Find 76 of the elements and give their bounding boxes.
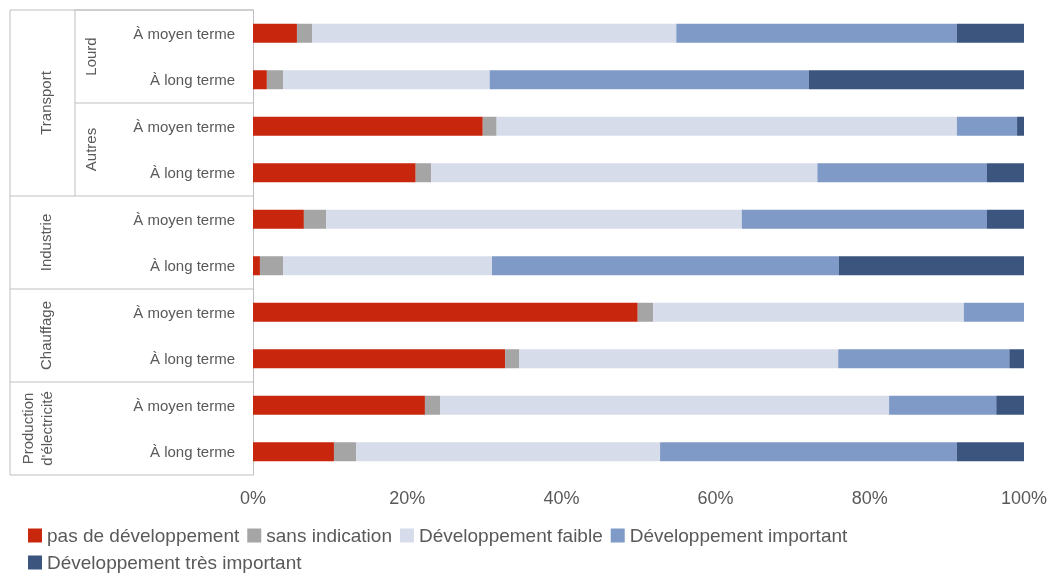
bar bbox=[326, 209, 742, 229]
bar bbox=[253, 395, 425, 415]
bar bbox=[312, 23, 677, 43]
bar bbox=[1009, 349, 1024, 369]
legend-label: Développement faible bbox=[418, 525, 603, 546]
bar bbox=[817, 163, 987, 183]
bar bbox=[333, 442, 357, 462]
bar bbox=[637, 302, 654, 322]
text: Autres bbox=[81, 127, 99, 172]
bar bbox=[415, 163, 432, 183]
y-tick-label: À moyen terme bbox=[133, 24, 235, 42]
bar bbox=[956, 23, 1024, 43]
bar bbox=[253, 209, 304, 229]
bar bbox=[253, 116, 483, 136]
x-tick-label: 40% bbox=[543, 488, 580, 508]
bar bbox=[660, 442, 957, 462]
bar bbox=[283, 256, 493, 276]
text: Production d'électricité bbox=[19, 391, 55, 466]
text: Chauffage bbox=[36, 301, 54, 370]
text: Lourd bbox=[81, 37, 99, 76]
y-tick-label: À long terme bbox=[149, 443, 235, 461]
y-tick-label: À moyen terme bbox=[133, 396, 235, 414]
x-tick-label: 0% bbox=[239, 488, 267, 508]
bar bbox=[253, 163, 416, 183]
bar bbox=[253, 349, 506, 369]
bar bbox=[808, 70, 1024, 90]
bar bbox=[496, 116, 957, 136]
bar bbox=[519, 349, 839, 369]
y-tick-label: À long terme bbox=[149, 164, 235, 182]
bar bbox=[963, 302, 1024, 322]
bar bbox=[296, 23, 313, 43]
bar bbox=[253, 70, 267, 90]
bar bbox=[253, 442, 334, 462]
bar bbox=[489, 70, 809, 90]
bar bbox=[986, 163, 1024, 183]
bar bbox=[492, 256, 839, 276]
bar bbox=[253, 256, 260, 276]
y-tick-label: À moyen terme bbox=[133, 303, 235, 321]
legend-label: Développement important bbox=[629, 525, 849, 546]
bar bbox=[889, 395, 997, 415]
legend-label: pas de développement bbox=[47, 525, 240, 546]
bar bbox=[303, 209, 327, 229]
y-tick-label: À long terme bbox=[149, 350, 235, 368]
legend-label: Développement très important bbox=[47, 552, 303, 573]
bar bbox=[996, 395, 1024, 415]
y-tick-label: À long terme bbox=[149, 71, 235, 89]
x-tick-label: 80% bbox=[851, 488, 888, 508]
bar bbox=[741, 209, 987, 229]
bar bbox=[253, 23, 297, 43]
bar bbox=[956, 442, 1024, 462]
bar bbox=[653, 302, 964, 322]
text: Transport bbox=[36, 70, 54, 135]
x-tick-label: 100% bbox=[1000, 488, 1048, 508]
bar bbox=[283, 70, 490, 90]
bar bbox=[356, 442, 661, 462]
bar bbox=[424, 395, 441, 415]
bar bbox=[676, 23, 957, 43]
bar bbox=[431, 163, 818, 183]
bar bbox=[505, 349, 519, 369]
bar bbox=[956, 116, 1018, 136]
y-tick-label: À moyen terme bbox=[133, 117, 235, 135]
y-tick-label: À moyen terme bbox=[133, 210, 235, 228]
bar bbox=[1017, 116, 1024, 136]
x-tick-label: 60% bbox=[697, 488, 734, 508]
bar bbox=[259, 256, 284, 276]
x-tick-label: 20% bbox=[389, 488, 426, 508]
bar bbox=[986, 209, 1024, 229]
bar bbox=[266, 70, 284, 90]
legend-label: sans indication bbox=[266, 525, 392, 546]
bar bbox=[838, 349, 1010, 369]
bar bbox=[482, 116, 497, 136]
bar bbox=[253, 302, 638, 322]
bar bbox=[440, 395, 890, 415]
bar bbox=[838, 256, 1024, 276]
text: Industrie bbox=[36, 213, 54, 272]
y-tick-label: À long terme bbox=[149, 257, 235, 275]
